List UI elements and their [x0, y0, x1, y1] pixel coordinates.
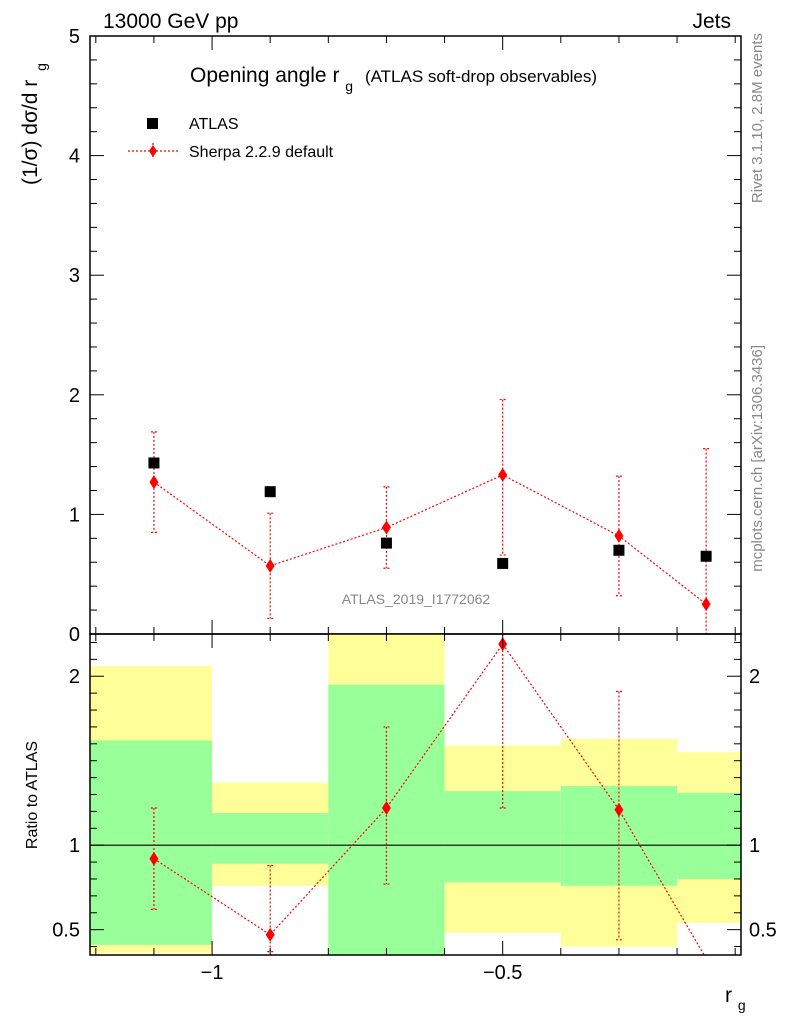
sherpa-point: [265, 558, 275, 573]
ratio-green-band: [677, 792, 741, 879]
legend-atlas-label: ATLAS: [189, 116, 239, 133]
atlas-point: [613, 544, 625, 556]
main-marks: [148, 398, 712, 635]
main-y-tick-label: 5: [69, 26, 80, 48]
sherpa-point: [701, 597, 711, 612]
ratio-green-band: [90, 740, 213, 945]
rivet-version: Rivet 3.1.10, 2.8M events: [749, 33, 766, 203]
main-y-tick-label: 0: [69, 624, 80, 646]
main-y-tick-label: 4: [69, 146, 80, 168]
sherpa-point: [149, 475, 159, 490]
x-axis-label: r g: [725, 984, 746, 1013]
legend-sherpa-marker: [149, 145, 157, 157]
main-y-tick-label: 3: [69, 265, 80, 287]
ratio-green-band: [212, 813, 329, 864]
atlas-point: [380, 537, 392, 549]
ratio-x-tick-label: −1: [201, 962, 224, 984]
ratio-y-tick-label-right: 1: [749, 835, 760, 857]
atlas-point: [700, 550, 712, 562]
legend-sherpa-label: Sherpa 2.2.9 default: [189, 144, 334, 161]
sherpa-line: [153, 474, 707, 605]
main-y-tick-label: 2: [69, 385, 80, 407]
ratio-x-tick-label: −0.5: [483, 962, 522, 984]
legend-atlas-marker: [147, 118, 158, 129]
ratio-y-tick-label: 2: [69, 666, 80, 688]
ratio-y-tick-label: 0.5: [52, 920, 80, 942]
sherpa-point: [381, 520, 391, 535]
y-axis-label: (1/σ) dσ/d r g: [19, 63, 49, 185]
ratio-y-tick-label-right: 2: [749, 666, 760, 688]
legend: ATLAS Sherpa 2.2.9 default: [128, 116, 334, 161]
sherpa-point: [498, 467, 508, 482]
process-label: Jets: [692, 10, 731, 33]
ratio-sherpa-point: [614, 802, 624, 817]
atlas-point: [264, 486, 276, 498]
analysis-watermark: ATLAS_2019_I1772062: [342, 591, 491, 607]
source-url: mcplots.cern.ch [arXiv:1306.3436]: [749, 345, 766, 572]
ratio-axes: 0.5 0.5 1 1 2 2 −1 −0.5: [52, 634, 777, 984]
energy-label: 13000 GeV pp: [103, 10, 238, 33]
atlas-point: [148, 457, 160, 469]
ratio-y-label: Ratio to ATLAS: [24, 741, 41, 849]
main-y-tick-label: 1: [69, 504, 80, 526]
main-axes: 0 1 2 3 4 5: [69, 26, 741, 646]
ratio-y-tick-label: 1: [69, 835, 80, 857]
ratio-sherpa-point: [265, 927, 275, 942]
ratio-sherpa-point: [381, 801, 391, 816]
sherpa-point: [614, 528, 624, 543]
ratio-green-band: [444, 791, 561, 883]
chart-title: Opening angle r g (ATLAS soft-drop obser…: [190, 64, 597, 96]
atlas-point: [497, 557, 509, 569]
ratio-y-tick-label-right: 0.5: [749, 920, 777, 942]
ratio-sherpa-point: [149, 851, 159, 866]
ratio-bands: [90, 634, 741, 955]
main-frame: [89, 35, 742, 635]
